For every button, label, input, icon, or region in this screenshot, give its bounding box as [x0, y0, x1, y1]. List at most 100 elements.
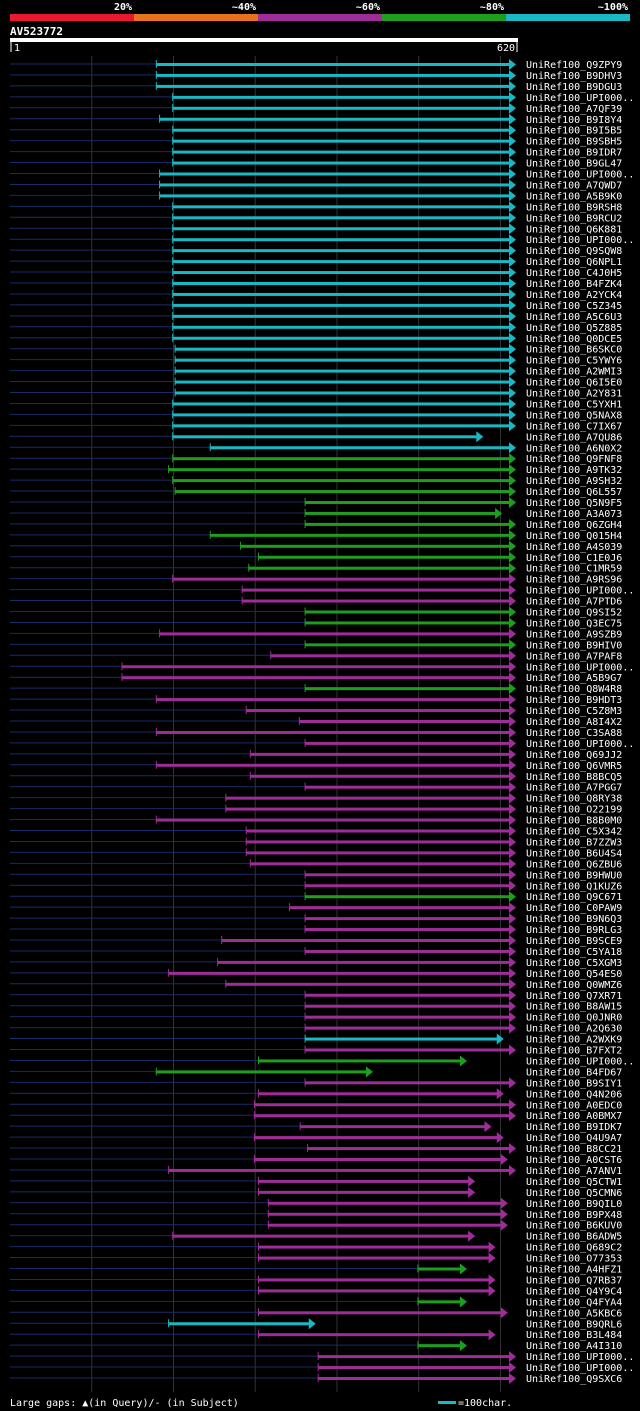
- hit-label[interactable]: UniRef100_A6N0X2: [526, 443, 622, 454]
- hit-label[interactable]: UniRef100_A5C6U3: [526, 312, 622, 323]
- hit-label[interactable]: UniRef100_C1MR59: [526, 564, 622, 575]
- hit-label[interactable]: UniRef100_Q6K881: [526, 224, 622, 235]
- hit-row[interactable]: UniRef100_Q8W4R8: [10, 683, 622, 695]
- hit-label[interactable]: UniRef100_Q6NPL1: [526, 257, 622, 268]
- hit-label[interactable]: UniRef100_A5KBC6: [526, 1308, 622, 1319]
- hit-label[interactable]: UniRef100_B9RCU2: [526, 213, 622, 224]
- hit-row[interactable]: UniRef100_B9IDR7: [10, 146, 622, 159]
- hit-row[interactable]: UniRef100_A7PAF8: [10, 650, 622, 662]
- hit-label[interactable]: UniRef100_A7PAF8: [526, 651, 622, 662]
- hit-label[interactable]: UniRef100_B9I5B5: [526, 126, 622, 137]
- hit-row[interactable]: UniRef100_B8CC21: [10, 1143, 622, 1155]
- hit-row[interactable]: UniRef100_Q9SQW8: [10, 245, 622, 257]
- hit-label[interactable]: UniRef100_Q4N206: [526, 1089, 622, 1100]
- hit-label[interactable]: UniRef100_A0EDC0: [526, 1100, 622, 1111]
- hit-label[interactable]: UniRef100_Q7XR71: [526, 991, 622, 1002]
- hit-label[interactable]: UniRef100_A7QU86: [526, 432, 622, 443]
- hit-row[interactable]: UniRef100_A0EDC0: [10, 1099, 622, 1111]
- hit-row[interactable]: UniRef100_Q1KUZ6: [10, 880, 622, 892]
- hit-row[interactable]: UniRef100_A2YCK4: [10, 288, 622, 301]
- hit-label[interactable]: UniRef100_Q3EC75: [526, 618, 622, 629]
- hit-label[interactable]: UniRef100_B7ZZW3: [526, 837, 622, 848]
- hit-label[interactable]: UniRef100_O77353: [526, 1254, 622, 1265]
- hit-label[interactable]: UniRef100_A7PTD6: [526, 597, 622, 608]
- hit-row[interactable]: UniRef100_Q7XR71: [10, 989, 622, 1002]
- hit-row[interactable]: UniRef100_B6ADW5: [10, 1230, 622, 1243]
- hit-label[interactable]: UniRef100_Q6I5E0: [526, 378, 622, 389]
- hit-row[interactable]: UniRef100_C5Z8M3: [10, 705, 622, 717]
- hit-row[interactable]: UniRef100_UPI000..: [10, 584, 634, 597]
- hit-label[interactable]: UniRef100_B3L484: [526, 1330, 622, 1341]
- hit-row[interactable]: UniRef100_B9I8Y4: [10, 113, 622, 126]
- hit-label[interactable]: UniRef100_B9IDK7: [526, 1122, 622, 1133]
- hit-label[interactable]: UniRef100_UPI000..: [526, 586, 634, 597]
- hit-label[interactable]: UniRef100_B6SKC0: [526, 345, 622, 356]
- hit-label[interactable]: UniRef100_Q4FYA4: [526, 1297, 622, 1308]
- hit-label[interactable]: UniRef100_C5YWY6: [526, 356, 622, 367]
- hit-row[interactable]: UniRef100_C5XGM3: [10, 956, 622, 969]
- hit-row[interactable]: UniRef100_Q7RB37: [10, 1274, 622, 1286]
- hit-label[interactable]: UniRef100_Q5N9F5: [526, 498, 622, 509]
- hit-row[interactable]: UniRef100_Q4Y9C4: [10, 1285, 622, 1297]
- hit-label[interactable]: UniRef100_A0CST6: [526, 1155, 622, 1166]
- hit-label[interactable]: UniRef100_Q9C671: [526, 892, 622, 903]
- hit-label[interactable]: UniRef100_C5YA18: [526, 947, 622, 958]
- hit-label[interactable]: UniRef100_UPI000..: [526, 170, 634, 181]
- hit-row[interactable]: UniRef100_Q6K881: [10, 223, 622, 235]
- hit-row[interactable]: UniRef100_B9I5B5: [10, 124, 622, 137]
- hit-row[interactable]: UniRef100_A0BMX7: [10, 1110, 622, 1122]
- hit-row[interactable]: UniRef100_Q689C2: [10, 1241, 622, 1254]
- hit-row[interactable]: UniRef100_B9GL47: [10, 157, 622, 170]
- hit-label[interactable]: UniRef100_Q69JJ2: [526, 750, 622, 761]
- hit-row[interactable]: UniRef100_B9QIL0: [10, 1197, 622, 1210]
- hit-row[interactable]: UniRef100_B9HDT3: [10, 694, 622, 706]
- hit-label[interactable]: UniRef100_A0BMX7: [526, 1111, 622, 1122]
- hit-row[interactable]: UniRef100_B4FZK4: [10, 278, 622, 290]
- hit-label[interactable]: UniRef100_UPI000..: [526, 1352, 634, 1363]
- hit-row[interactable]: UniRef100_B9RCU2: [10, 212, 622, 224]
- hit-row[interactable]: UniRef100_A9TK32: [10, 464, 622, 476]
- hit-row[interactable]: UniRef100_UPI000..: [10, 168, 634, 181]
- hit-label[interactable]: UniRef100_C5YXH1: [526, 399, 622, 410]
- hit-label[interactable]: UniRef100_C5XGM3: [526, 958, 622, 969]
- hit-row[interactable]: UniRef100_Q4U9A7: [10, 1132, 622, 1144]
- hit-label[interactable]: UniRef100_C7IX67: [526, 421, 622, 432]
- hit-row[interactable]: UniRef100_A8I4X2: [10, 716, 622, 728]
- hit-row[interactable]: UniRef100_A5B9K0: [10, 190, 622, 202]
- hit-label[interactable]: UniRef100_A9SH32: [526, 476, 622, 487]
- hit-row[interactable]: UniRef100_Q6ZBU6: [10, 858, 622, 870]
- hit-label[interactable]: UniRef100_C5Z345: [526, 301, 622, 312]
- hit-label[interactable]: UniRef100_C5Z8M3: [526, 706, 622, 717]
- hit-label[interactable]: UniRef100_C3SA88: [526, 728, 622, 739]
- hit-row[interactable]: UniRef100_A7QWD7: [10, 179, 622, 191]
- hit-row[interactable]: UniRef100_Q54ES0: [10, 967, 622, 980]
- hit-row[interactable]: UniRef100_Q9SXC6: [10, 1373, 622, 1385]
- hit-row[interactable]: UniRef100_Q015H4: [10, 529, 622, 542]
- hit-row[interactable]: UniRef100_B9PX48: [10, 1208, 622, 1221]
- hit-row[interactable]: UniRef100_B7FXT2: [10, 1044, 622, 1057]
- hit-row[interactable]: UniRef100_B9DHV3: [10, 69, 622, 82]
- hit-label[interactable]: UniRef100_A2WXK9: [526, 1035, 622, 1046]
- hit-row[interactable]: UniRef100_B8AW15: [10, 1000, 622, 1013]
- hit-label[interactable]: UniRef100_A3A073: [526, 509, 622, 520]
- hit-label[interactable]: UniRef100_Q0JNR0: [526, 1013, 622, 1024]
- hit-label[interactable]: UniRef100_Q8W4R8: [526, 684, 622, 695]
- hit-label[interactable]: UniRef100_A8I4X2: [526, 717, 622, 728]
- hit-row[interactable]: UniRef100_C5X342: [10, 825, 622, 838]
- hit-label[interactable]: UniRef100_A7QF39: [526, 104, 622, 115]
- hit-row[interactable]: UniRef100_C0PAW9: [10, 902, 622, 914]
- hit-row[interactable]: UniRef100_B9IDK7: [10, 1121, 622, 1133]
- hit-row[interactable]: UniRef100_A9SZB9: [10, 628, 622, 640]
- hit-label[interactable]: UniRef100_B9SIY1: [526, 1078, 622, 1089]
- hit-row[interactable]: UniRef100_B9RLG3: [10, 924, 622, 936]
- hit-row[interactable]: UniRef100_B7ZZW3: [10, 836, 622, 848]
- hit-label[interactable]: UniRef100_Q5NAX8: [526, 410, 622, 421]
- hit-row[interactable]: UniRef100_B9HWU0: [10, 869, 622, 881]
- hit-label[interactable]: UniRef100_B9I8Y4: [526, 115, 622, 126]
- hit-row[interactable]: UniRef100_B6U4S4: [10, 847, 622, 859]
- hit-row[interactable]: UniRef100_A6N0X2: [10, 442, 622, 454]
- hit-row[interactable]: UniRef100_UPI000..: [10, 1055, 634, 1067]
- hit-label[interactable]: UniRef100_C1E0J6: [526, 553, 622, 564]
- hit-label[interactable]: UniRef100_Q015H4: [526, 531, 622, 542]
- hit-label[interactable]: UniRef100_B9HIV0: [526, 640, 622, 651]
